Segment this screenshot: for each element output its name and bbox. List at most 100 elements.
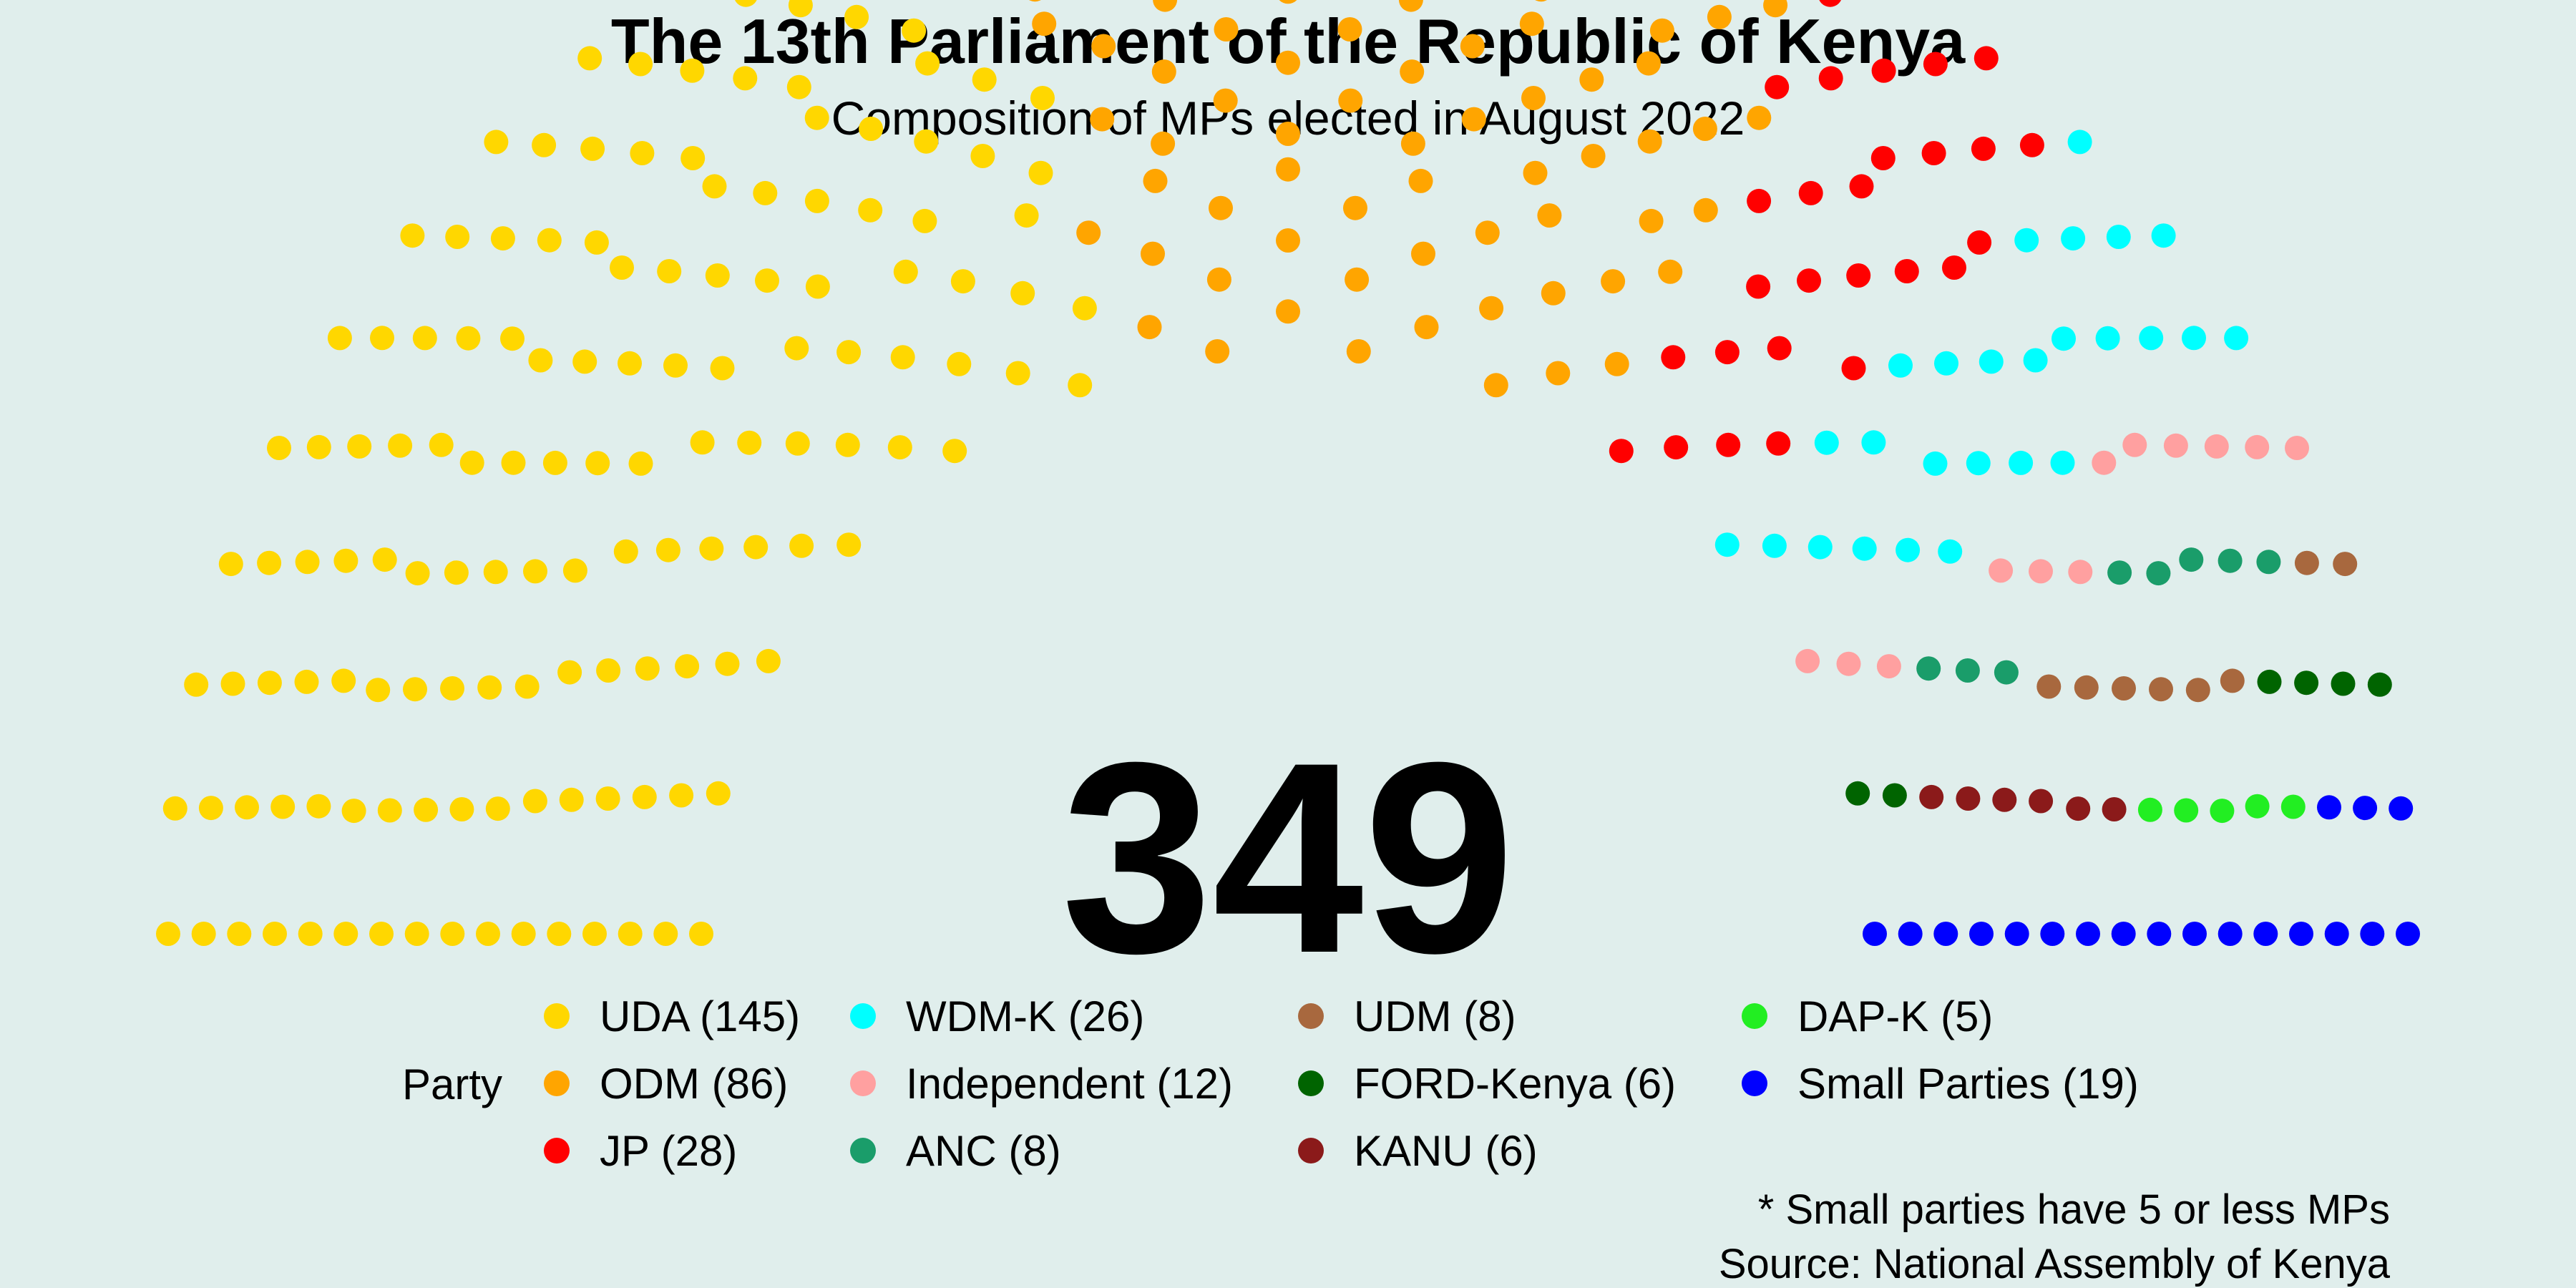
- seat-uda: [404, 922, 429, 946]
- seat-uda: [804, 188, 829, 213]
- seat-jp: [1714, 340, 1740, 365]
- legend-swatch-small-parties: [1742, 1070, 1767, 1096]
- seat-uda: [370, 326, 394, 351]
- seat-small-parties: [2004, 922, 2029, 946]
- seat-odm: [1141, 241, 1165, 266]
- seat-uda: [789, 533, 814, 558]
- seat-ford-kenya: [2331, 671, 2356, 696]
- seat-jp: [1747, 188, 1772, 213]
- seat-odm: [1411, 241, 1435, 266]
- seat-uda: [327, 326, 352, 351]
- legend-swatch-independent: [850, 1070, 876, 1096]
- seat-kanu: [2066, 796, 2091, 821]
- seat-odm: [1276, 299, 1300, 324]
- seat-uda: [331, 668, 356, 693]
- seat-uda: [227, 922, 252, 946]
- seat-wdm-k: [1938, 539, 1963, 564]
- seat-jp: [1923, 52, 1948, 77]
- seat-kanu: [1992, 787, 2017, 812]
- seat-uda: [501, 450, 526, 475]
- seat-jp: [1841, 356, 1866, 381]
- seat-anc: [2179, 547, 2204, 572]
- seat-uda: [514, 674, 540, 699]
- seat-odm: [1032, 11, 1057, 36]
- seat-uda: [655, 537, 680, 562]
- seat-kanu: [1919, 784, 1944, 809]
- seat-uda: [1005, 361, 1030, 386]
- seat-small-parties: [1863, 922, 1887, 946]
- seat-odm: [1658, 259, 1683, 284]
- seat-wdm-k: [1923, 451, 1948, 476]
- seat-small-parties: [2253, 922, 2278, 946]
- seat-uda: [306, 794, 331, 819]
- seat-odm: [1461, 107, 1486, 132]
- seat-uda: [377, 798, 402, 823]
- seat-uda: [753, 180, 778, 205]
- seat-uda: [715, 651, 740, 676]
- seat-jp: [1967, 230, 1992, 255]
- seat-independent: [2029, 559, 2053, 584]
- seat-odm: [1400, 131, 1425, 156]
- seat-independent: [2204, 434, 2229, 459]
- seat-odm: [1346, 339, 1371, 364]
- seat-uda: [449, 797, 474, 821]
- seat-odm: [1276, 122, 1300, 146]
- seat-uda: [156, 922, 180, 946]
- seat-udm: [2333, 552, 2358, 577]
- seat-uda: [235, 795, 259, 820]
- total-seats: 349: [1061, 706, 1515, 1010]
- seat-ford-kenya: [2367, 672, 2392, 697]
- seat-jp: [1765, 74, 1790, 99]
- seat-uda: [610, 255, 634, 280]
- seat-uda: [542, 450, 567, 475]
- seat-jp: [1798, 180, 1823, 205]
- seat-uda: [257, 670, 282, 696]
- seat-uda: [459, 450, 484, 475]
- legend-swatch-jp: [544, 1138, 570, 1163]
- seat-uda: [198, 796, 223, 821]
- seat-wdm-k: [1888, 353, 1913, 378]
- seat-udm: [2185, 678, 2210, 703]
- seat-kanu: [2102, 797, 2127, 821]
- seat-uda: [595, 786, 620, 811]
- seat-small-parties: [2360, 922, 2385, 946]
- legend-label-odm: ODM (86): [600, 1060, 788, 1108]
- seat-uda: [737, 430, 762, 455]
- legend-swatch-ford-kenya: [1298, 1070, 1324, 1096]
- seat-uda: [429, 432, 454, 457]
- seat-uda: [412, 326, 437, 351]
- seat-jp: [1818, 66, 1843, 91]
- seat-uda: [440, 676, 464, 701]
- seat-odm: [1345, 267, 1370, 292]
- seat-uda: [836, 340, 862, 365]
- seat-independent: [2163, 433, 2188, 458]
- seat-odm: [1692, 117, 1717, 141]
- seat-uda: [1028, 160, 1053, 185]
- seat-odm: [1483, 373, 1508, 398]
- seat-uda: [618, 351, 642, 376]
- seat-wdm-k: [2061, 226, 2086, 251]
- legend-swatch-wdm-k: [850, 1003, 876, 1029]
- seat-uda: [972, 67, 997, 92]
- seat-uda: [485, 796, 510, 821]
- seat-uda: [675, 654, 700, 679]
- seat-uda: [547, 922, 572, 946]
- seat-uda: [635, 656, 660, 681]
- seat-udm: [2149, 677, 2173, 702]
- seat-uda: [483, 560, 508, 585]
- seat-independent: [2092, 450, 2117, 475]
- seat-small-parties: [1898, 922, 1923, 946]
- legend-label-dap-k: DAP-K (5): [1797, 992, 1993, 1040]
- legend-swatch-udm: [1298, 1003, 1324, 1029]
- seat-uda: [836, 532, 862, 557]
- seat-uda: [414, 797, 439, 822]
- seat-odm: [1475, 220, 1500, 245]
- seat-uda: [263, 922, 287, 946]
- seat-uda: [523, 559, 547, 584]
- seat-wdm-k: [2014, 228, 2039, 253]
- seat-small-parties: [2289, 922, 2313, 946]
- seat-ford-kenya: [2257, 669, 2282, 694]
- seat-uda: [528, 348, 553, 373]
- seat-independent: [2285, 436, 2309, 460]
